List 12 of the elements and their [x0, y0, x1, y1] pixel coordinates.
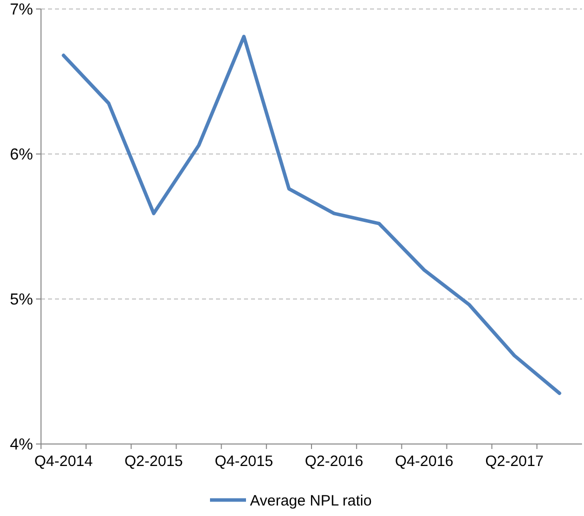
x-tick-label: Q2-2015 — [124, 453, 183, 470]
x-tick-label: Q4-2015 — [214, 453, 274, 470]
y-tick-label: 4% — [10, 436, 33, 454]
x-tick-label: Q4-2014 — [34, 453, 93, 470]
legend-label: Average NPL ratio — [250, 492, 372, 510]
line-series — [62, 34, 562, 395]
y-tick-label: 6% — [10, 146, 33, 164]
y-tick-label: 7% — [10, 2, 33, 19]
x-tick-label: Q2-2017 — [485, 453, 544, 470]
x-tick-label: Q4-2016 — [395, 453, 454, 470]
y-tick-label: 5% — [10, 292, 33, 309]
x-tick-label: Q2-2016 — [304, 453, 364, 470]
